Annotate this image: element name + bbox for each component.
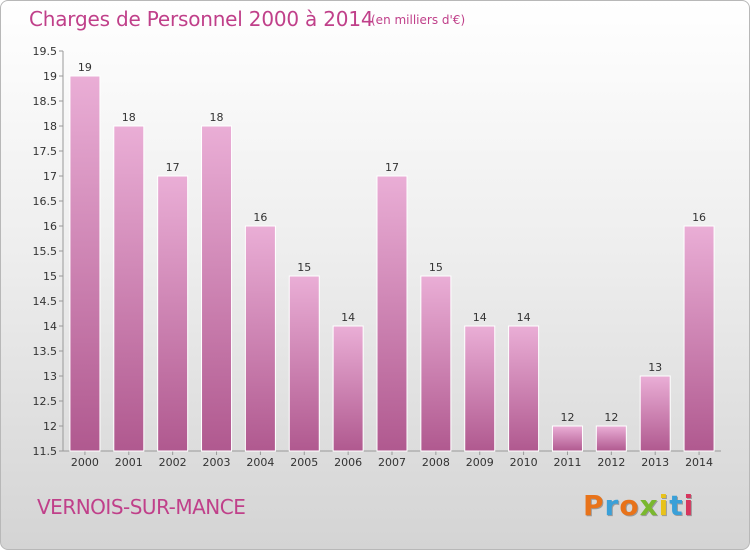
y-tick-label: 18 [43, 120, 57, 133]
y-tick-label: 12.5 [33, 395, 58, 408]
x-tick-label: 2014 [685, 456, 713, 469]
bar [508, 325, 540, 452]
bar-value-label: 15 [429, 261, 443, 274]
y-tick-label: 15.5 [33, 245, 58, 258]
x-tick-label: 2006 [334, 456, 362, 469]
bar-value-label: 15 [297, 261, 311, 274]
bar-value-label: 13 [648, 361, 662, 374]
y-tick-label: 13 [43, 370, 57, 383]
bar [420, 275, 452, 452]
y-tick-label: 18.5 [33, 95, 58, 108]
bar [201, 125, 233, 452]
x-tick-label: 2008 [422, 456, 450, 469]
bar-value-label: 19 [78, 61, 92, 74]
y-tick-label: 15 [43, 270, 57, 283]
bar-value-label: 14 [341, 311, 355, 324]
logo-letter: P [583, 489, 605, 522]
x-tick-label: 2012 [597, 456, 625, 469]
place-name: VERNOIS-SUR-MANCE [37, 495, 246, 519]
bar-value-label: 14 [473, 311, 487, 324]
bar-value-label: 17 [385, 161, 399, 174]
chart-subtitle: (en milliers d'€) [371, 13, 466, 27]
x-tick-label: 2007 [378, 456, 406, 469]
x-tick-label: 2004 [246, 456, 274, 469]
bar [244, 225, 276, 452]
y-tick-label: 17.5 [33, 145, 58, 158]
bar [595, 425, 627, 452]
y-tick-label: 16.5 [33, 195, 58, 208]
chart-title: Charges de Personnel 2000 à 2014 [29, 7, 374, 31]
bar-value-label: 17 [166, 161, 180, 174]
x-tick-label: 2005 [290, 456, 318, 469]
x-tick-label: 2009 [466, 456, 494, 469]
y-tick-label: 13.5 [33, 345, 58, 358]
x-tick-label: 2003 [203, 456, 231, 469]
logo-letter: t [669, 489, 684, 522]
bar [639, 375, 671, 452]
y-tick-label: 14.5 [33, 295, 58, 308]
bar [69, 75, 101, 452]
x-tick-label: 2000 [71, 456, 99, 469]
y-tick-label: 12 [43, 420, 57, 433]
bar-value-label: 12 [560, 411, 574, 424]
bar-value-label: 18 [210, 111, 224, 124]
logo-letter: i [658, 489, 670, 522]
logo-letter: r [604, 489, 620, 522]
bar [551, 425, 583, 452]
chart-axes: 11.5 12 12.5 13 13.5 14 14.5 15 15.5 16 16.5 17 17.5… [33, 45, 721, 469]
logo-letter: x [639, 489, 659, 522]
x-tick-label: 2010 [510, 456, 538, 469]
bar-value-label: 12 [604, 411, 618, 424]
bar [376, 175, 408, 452]
bar [113, 125, 145, 452]
logo-letter: i [683, 489, 695, 522]
bar [464, 325, 496, 452]
logo-letter: o [619, 489, 640, 522]
y-tick-label: 16 [43, 220, 57, 233]
bar [157, 175, 189, 452]
bar [683, 225, 715, 452]
x-tick-label: 2001 [115, 456, 143, 469]
y-tick-label: 19 [43, 70, 57, 83]
y-tick-label: 19.5 [33, 45, 58, 58]
x-tick-label: 2013 [641, 456, 669, 469]
proxiti-logo: Proxiti [583, 489, 694, 522]
x-tick-label: 2002 [159, 456, 187, 469]
chart-bars [69, 75, 715, 452]
y-tick-label: 14 [43, 320, 57, 333]
bar-value-label: 14 [517, 311, 531, 324]
y-tick-label: 17 [43, 170, 57, 183]
bar-value-label: 18 [122, 111, 136, 124]
bar [288, 275, 320, 452]
bar [332, 325, 364, 452]
chart-data-labels: 19 18 17 18 16 15 14 17 15 14 14 12 12 13 16 [78, 61, 706, 424]
bar-value-label: 16 [253, 211, 267, 224]
x-tick-label: 2011 [553, 456, 581, 469]
y-tick-label: 11.5 [33, 445, 58, 458]
bar-value-label: 16 [692, 211, 706, 224]
